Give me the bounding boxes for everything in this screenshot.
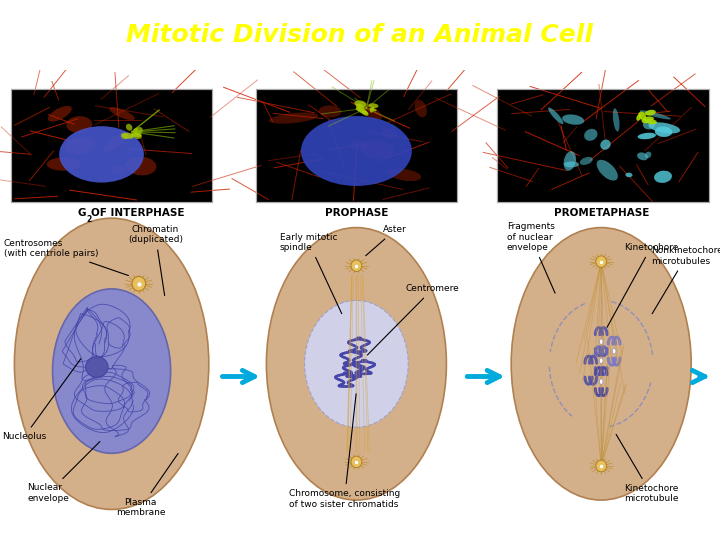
Ellipse shape [654, 171, 672, 183]
Text: Plasma
membrane: Plasma membrane [116, 454, 178, 517]
Ellipse shape [415, 100, 427, 117]
Ellipse shape [110, 166, 127, 174]
Ellipse shape [126, 157, 156, 176]
Ellipse shape [103, 132, 130, 152]
Ellipse shape [47, 157, 81, 171]
Ellipse shape [636, 114, 642, 121]
Text: Centromere: Centromere [367, 285, 459, 355]
Text: Kinetochore
microtubule: Kinetochore microtubule [616, 434, 678, 503]
Ellipse shape [130, 132, 142, 137]
Ellipse shape [361, 140, 395, 159]
Text: Mitotic Division of an Animal Cell: Mitotic Division of an Animal Cell [127, 23, 593, 47]
Text: Nuclear
envelope: Nuclear envelope [27, 442, 100, 503]
Text: PROMETAPHASE: PROMETAPHASE [554, 208, 649, 219]
Ellipse shape [301, 116, 412, 186]
Text: Nucleolus: Nucleolus [2, 359, 81, 441]
Ellipse shape [642, 119, 648, 123]
Text: Chromosome, consisting
of two sister chromatids: Chromosome, consisting of two sister chr… [289, 394, 400, 509]
Ellipse shape [596, 256, 606, 267]
Ellipse shape [59, 126, 144, 183]
FancyBboxPatch shape [497, 89, 709, 202]
Ellipse shape [132, 128, 138, 133]
Ellipse shape [370, 107, 374, 113]
Ellipse shape [354, 100, 366, 107]
Ellipse shape [612, 348, 616, 354]
Ellipse shape [132, 276, 145, 291]
Ellipse shape [596, 460, 606, 472]
Text: PROPHASE: PROPHASE [325, 208, 388, 219]
Ellipse shape [511, 227, 691, 500]
Text: Nonkinetochore
microtubules: Nonkinetochore microtubules [651, 246, 720, 314]
Ellipse shape [388, 168, 421, 181]
Ellipse shape [599, 379, 603, 384]
Text: Fragments
of nuclear
envelope: Fragments of nuclear envelope [507, 222, 555, 293]
Ellipse shape [65, 137, 96, 154]
Ellipse shape [643, 117, 654, 121]
Ellipse shape [654, 126, 672, 137]
Ellipse shape [600, 139, 611, 150]
Ellipse shape [643, 120, 655, 130]
Ellipse shape [648, 122, 680, 133]
Ellipse shape [266, 227, 446, 500]
Ellipse shape [48, 106, 72, 122]
Ellipse shape [639, 112, 646, 120]
FancyBboxPatch shape [256, 89, 457, 202]
Text: Aster: Aster [366, 225, 407, 256]
Ellipse shape [645, 110, 656, 116]
Ellipse shape [66, 116, 92, 133]
Ellipse shape [351, 456, 361, 468]
Ellipse shape [351, 260, 361, 272]
Ellipse shape [86, 357, 108, 377]
Ellipse shape [599, 339, 603, 345]
Ellipse shape [269, 112, 318, 124]
Ellipse shape [53, 289, 171, 453]
Ellipse shape [369, 107, 377, 111]
Ellipse shape [356, 104, 364, 111]
Ellipse shape [637, 152, 648, 160]
Text: Kinetochore: Kinetochore [607, 243, 678, 327]
Text: Chromatin
(duplicated): Chromatin (duplicated) [128, 225, 183, 295]
Ellipse shape [305, 300, 408, 427]
Ellipse shape [357, 107, 366, 113]
Ellipse shape [599, 358, 603, 363]
Ellipse shape [564, 151, 576, 171]
Ellipse shape [382, 129, 397, 139]
Ellipse shape [584, 129, 598, 141]
Text: G: G [77, 208, 86, 219]
Ellipse shape [356, 108, 369, 114]
Ellipse shape [134, 127, 143, 136]
Ellipse shape [129, 132, 138, 138]
Ellipse shape [121, 133, 129, 139]
Text: 2: 2 [86, 214, 91, 224]
Ellipse shape [350, 140, 369, 150]
FancyBboxPatch shape [11, 89, 212, 202]
Text: Early mitotic
spindle: Early mitotic spindle [280, 233, 342, 314]
Ellipse shape [626, 173, 633, 177]
Ellipse shape [360, 109, 369, 116]
Text: OF INTERPHASE: OF INTERPHASE [91, 208, 185, 219]
Ellipse shape [358, 102, 382, 120]
Ellipse shape [564, 161, 579, 167]
Ellipse shape [109, 107, 135, 120]
Ellipse shape [319, 105, 341, 117]
Ellipse shape [562, 114, 584, 125]
Ellipse shape [645, 152, 652, 158]
Ellipse shape [638, 133, 656, 139]
Ellipse shape [369, 103, 379, 108]
Ellipse shape [134, 134, 142, 139]
Ellipse shape [639, 110, 671, 119]
Ellipse shape [597, 160, 618, 180]
Ellipse shape [580, 157, 593, 165]
Ellipse shape [548, 107, 563, 124]
Ellipse shape [14, 218, 209, 509]
Ellipse shape [126, 124, 132, 131]
Ellipse shape [613, 109, 619, 132]
Ellipse shape [122, 133, 135, 139]
Ellipse shape [646, 119, 657, 124]
Text: Centrosomes
(with centriole pairs): Centrosomes (with centriole pairs) [4, 239, 128, 275]
